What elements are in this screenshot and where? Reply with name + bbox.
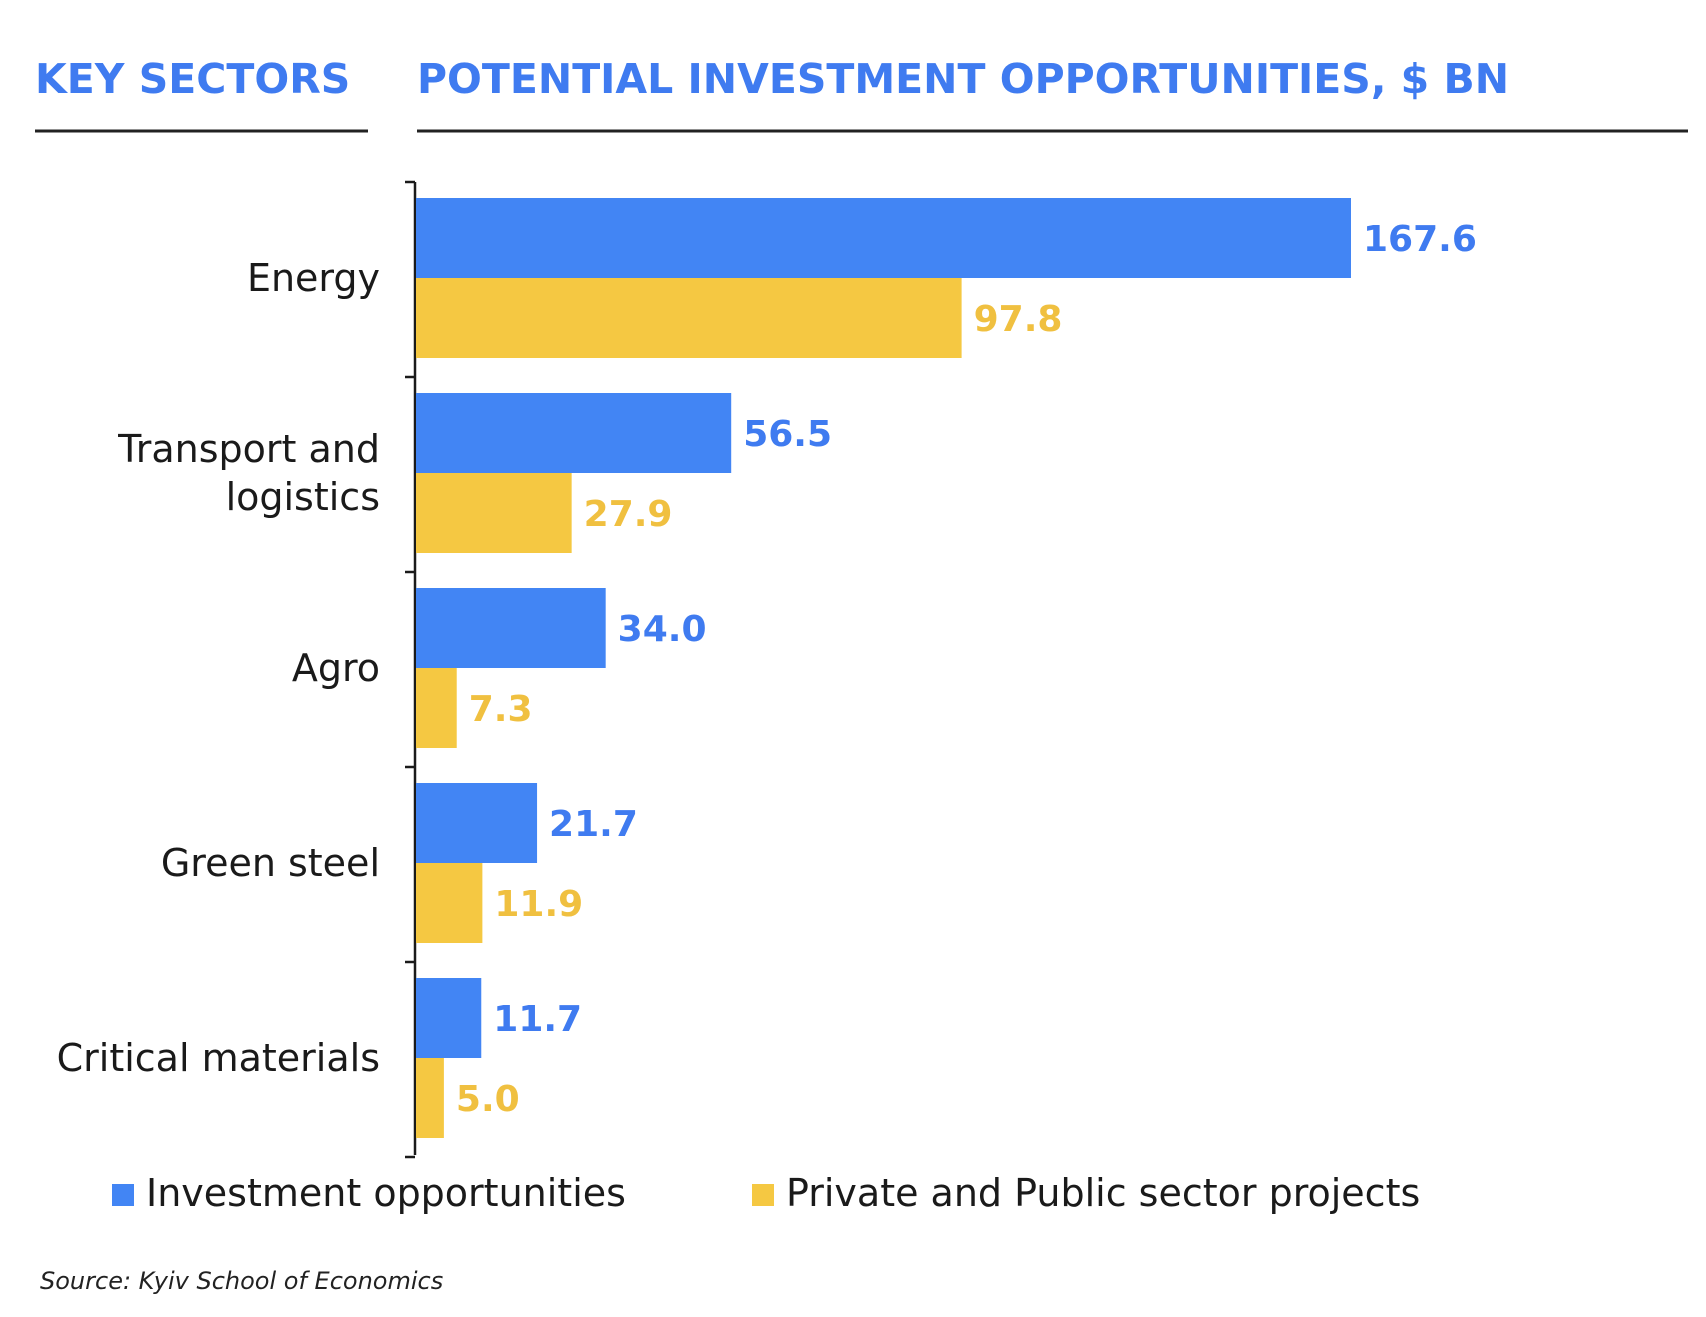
category-label: Green steel <box>161 841 380 885</box>
bar-private-public-projects <box>416 278 962 358</box>
bar-value-label: 167.6 <box>1363 219 1477 260</box>
title-key-sectors: KEY SECTORS <box>35 55 350 103</box>
bar-value-label: 21.7 <box>549 804 638 845</box>
category-label: Critical materials <box>57 1036 380 1080</box>
bar-private-public-projects <box>416 473 572 553</box>
plot-area: Energy 167.6 97.8 Transport and logistics 56.… <box>57 180 1477 1159</box>
source-note: Source: Kyiv School of Economics <box>40 1267 443 1295</box>
legend-label: Private and Public sector projects <box>786 1171 1420 1215</box>
category-label: Agro <box>292 646 380 690</box>
chart-legend: Investment opportunities Private and Publ… <box>112 1171 1420 1215</box>
bar-value-label: 27.9 <box>584 494 673 535</box>
bar-investment-opportunities <box>416 978 482 1058</box>
legend-label: Investment opportunities <box>146 1171 626 1215</box>
bar-value-label: 5.0 <box>456 1079 520 1120</box>
bar-investment-opportunities <box>416 588 606 668</box>
bar-value-label: 7.3 <box>469 689 533 730</box>
bar-value-label: 56.5 <box>743 414 832 455</box>
bar-value-label: 97.8 <box>974 299 1063 340</box>
bar-private-public-projects <box>416 1058 444 1138</box>
bar-investment-opportunities <box>416 393 732 473</box>
category-label: Energy <box>247 256 380 300</box>
bar-value-label: 11.7 <box>493 999 582 1040</box>
legend-swatch-private-public <box>752 1184 774 1206</box>
bar-private-public-projects <box>416 668 457 748</box>
bar-investment-opportunities <box>416 198 1351 278</box>
category-label: Transport and logistics <box>117 427 380 519</box>
legend-swatch-investment <box>112 1184 134 1206</box>
bar-value-label: 34.0 <box>618 609 707 650</box>
bar-value-label: 11.9 <box>494 884 583 925</box>
bar-private-public-projects <box>416 863 483 943</box>
title-investment-opportunities: POTENTIAL INVESTMENT OPPORTUNITIES, $ BN <box>417 55 1509 103</box>
bar-investment-opportunities <box>416 783 538 863</box>
